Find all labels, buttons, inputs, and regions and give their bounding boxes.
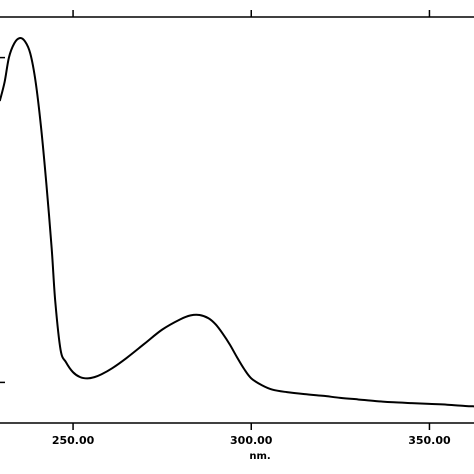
plot-frame — [0, 16, 474, 424]
x-axis-ticks: 250.00 300.00 350.00 — [52, 10, 451, 447]
x-axis-label: nm. — [249, 451, 270, 462]
y-axis-ticks — [0, 56, 5, 384]
x-tick-label-0: 250.00 — [52, 434, 95, 447]
x-tick-label-1: 300.00 — [230, 434, 273, 447]
x-tick-label-2: 350.00 — [408, 434, 451, 447]
spectrum-line — [0, 37, 474, 408]
